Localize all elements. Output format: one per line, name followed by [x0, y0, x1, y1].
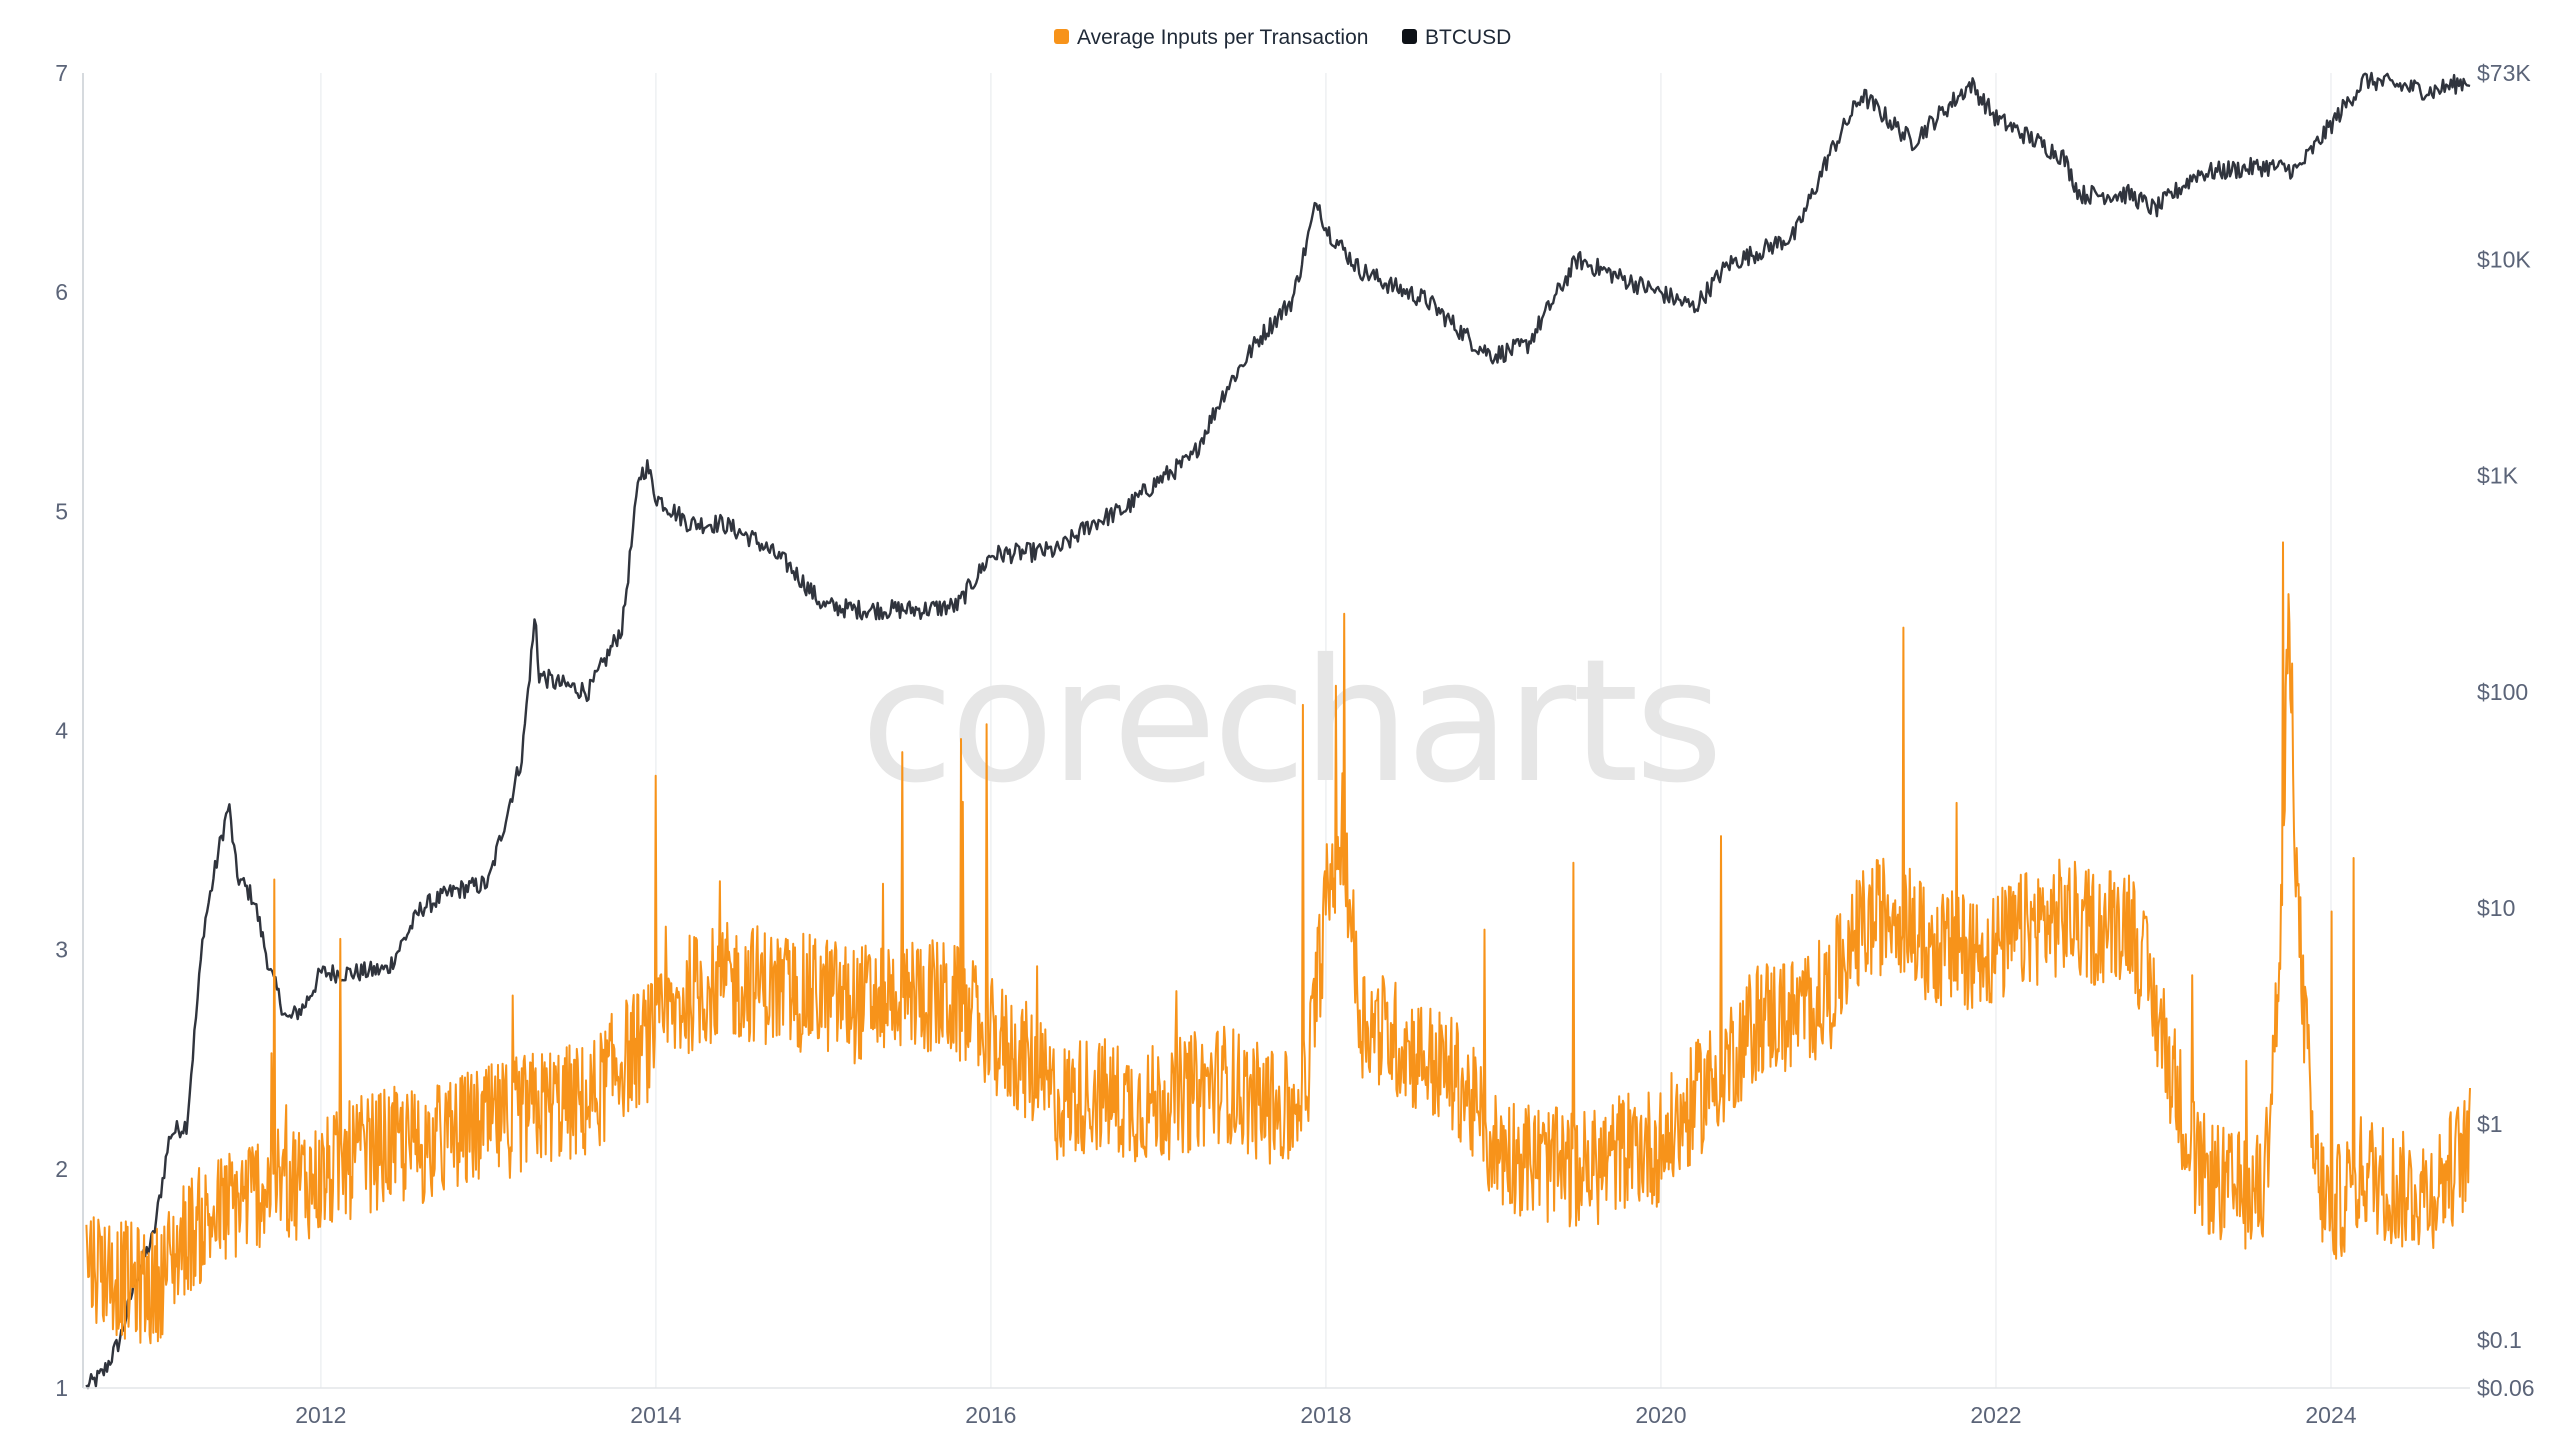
series-line-btcusd [85, 71, 2471, 1390]
x-tick-label: 2014 [630, 1402, 681, 1428]
legend: Average Inputs per Transaction BTCUSD [1054, 26, 1511, 49]
y-right-tick-label: $0.06 [2477, 1375, 2535, 1401]
x-tick-label: 2022 [1970, 1402, 2021, 1428]
y-right-tick-label: $0.1 [2477, 1327, 2522, 1353]
x-tick-label: 2012 [295, 1402, 346, 1428]
axis-layer: 2012 2014 2016 2018 2020 2022 2024 1 2 3 4 5 6 7 $73K $… [55, 60, 2534, 1428]
x-tick-label: 2020 [1635, 1402, 1686, 1428]
legend-label-btcusd: BTCUSD [1425, 26, 1511, 49]
y-right-tick-label: $73K [2477, 60, 2531, 86]
y-right-tick-label: $10 [2477, 895, 2515, 921]
series-line-average-inputs [85, 541, 2471, 1345]
y-left-tick-label: 7 [55, 60, 68, 86]
y-left-tick-label: 5 [55, 498, 68, 524]
y-left-tick-label: 6 [55, 279, 68, 305]
legend-label-inputs: Average Inputs per Transaction [1077, 26, 1368, 49]
legend-swatch-btcusd [1402, 29, 1417, 44]
y-left-tick-label: 1 [55, 1375, 68, 1401]
y-left-tick-label: 2 [55, 1156, 68, 1182]
y-left-tick-label: 4 [55, 718, 68, 744]
watermark: corecharts [861, 623, 1720, 821]
legend-item-inputs[interactable]: Average Inputs per Transaction [1054, 26, 1368, 49]
y-right-tick-label: $10K [2477, 247, 2531, 273]
series-layer [85, 71, 2471, 1390]
x-tick-label: 2018 [1300, 1402, 1351, 1428]
legend-item-btcusd[interactable]: BTCUSD [1402, 26, 1511, 49]
y-left-tick-label: 3 [55, 937, 68, 963]
y-right-tick-label: $1K [2477, 463, 2519, 489]
x-tick-label: 2024 [2305, 1402, 2356, 1428]
legend-swatch-inputs [1054, 29, 1069, 44]
y-right-tick-label: $100 [2477, 679, 2528, 705]
x-tick-label: 2016 [965, 1402, 1016, 1428]
y-right-tick-label: $1 [2477, 1111, 2503, 1137]
